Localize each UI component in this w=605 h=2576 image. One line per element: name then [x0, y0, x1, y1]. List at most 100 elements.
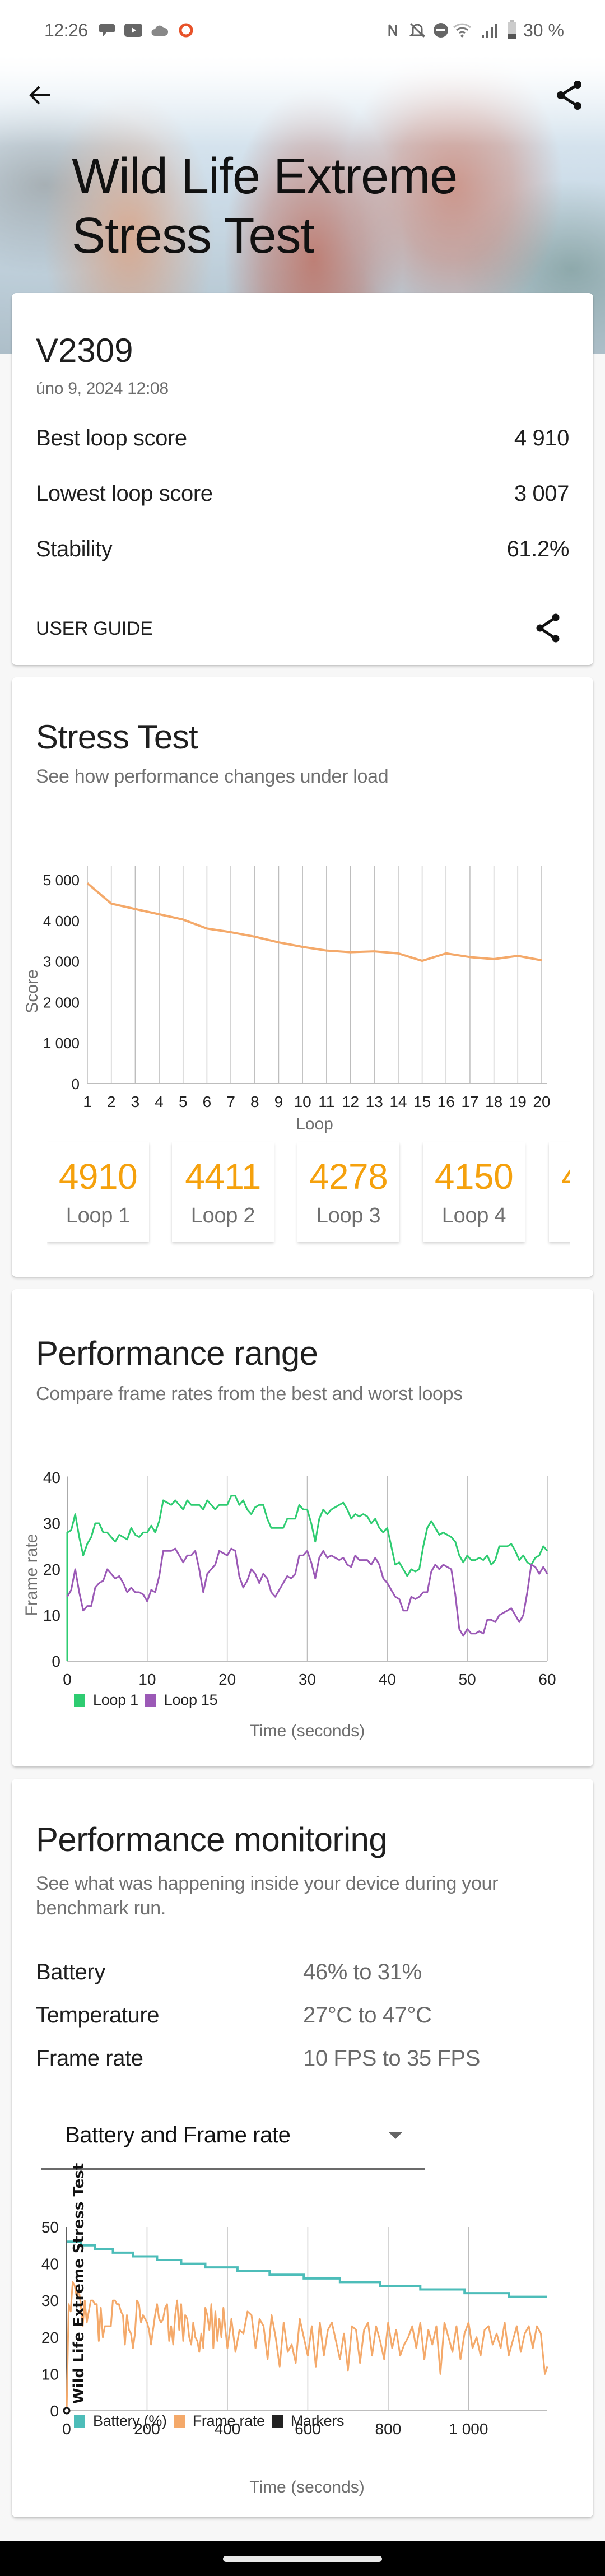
svg-text:6: 6 — [203, 1093, 212, 1110]
svg-text:Time (seconds): Time (seconds) — [250, 1722, 365, 1740]
youtube-icon — [124, 24, 142, 37]
temperature-value: 27°C to 47°C — [303, 2003, 432, 2028]
legend-loop15: Loop 15 — [145, 1691, 218, 1709]
svg-text:10: 10 — [43, 1607, 61, 1624]
home-gesture-handle[interactable] — [223, 2556, 382, 2562]
svg-text:10: 10 — [294, 1093, 311, 1110]
legend-swatch-teal — [74, 2414, 85, 2428]
loop-score: 4150 — [434, 1156, 514, 1197]
svg-text:18: 18 — [485, 1093, 502, 1110]
svg-text:0: 0 — [50, 2402, 59, 2420]
legend-label: Loop 15 — [164, 1691, 218, 1708]
svg-text:11: 11 — [318, 1093, 334, 1110]
svg-text:3 000: 3 000 — [43, 954, 80, 970]
svg-text:50: 50 — [459, 1671, 476, 1688]
back-button[interactable] — [22, 77, 58, 113]
svg-text:8: 8 — [250, 1093, 259, 1110]
svg-text:0: 0 — [72, 1076, 80, 1092]
loop-score: 4411 — [185, 1156, 261, 1197]
svg-text:0: 0 — [62, 2420, 71, 2438]
svg-text:16: 16 — [438, 1093, 455, 1110]
frame-rate-value: 10 FPS to 35 FPS — [303, 2046, 480, 2071]
temperature-label: Temperature — [36, 2003, 160, 2028]
loop-score: 4910 — [58, 1156, 138, 1197]
do-not-disturb-icon — [434, 23, 448, 38]
page-title: Wild Life Extreme Stress Test — [72, 148, 458, 264]
svg-text:2: 2 — [107, 1093, 116, 1110]
legend-loop1: Loop 1 — [74, 1691, 138, 1709]
lowest-loop-value: 3 007 — [514, 481, 570, 506]
svg-text:13: 13 — [366, 1093, 383, 1110]
battery-value: 46% to 31% — [303, 1960, 422, 1984]
summary-share-button[interactable] — [533, 611, 563, 645]
signal-icon — [482, 24, 497, 38]
test-date: úno 9, 2024 12:08 — [36, 379, 169, 398]
cloud-icon — [151, 25, 168, 36]
svg-text:1 000: 1 000 — [43, 1035, 80, 1052]
loop-label: Loop 2 — [190, 1204, 255, 1227]
svg-text:5 000: 5 000 — [43, 872, 80, 889]
device-name: V2309 — [36, 332, 133, 369]
loop-cards-scroller[interactable]: 4910 Loop 1 4411 Loop 2 4278 Loop 3 4150… — [47, 1136, 570, 1248]
loop-card[interactable]: 4 — [549, 1142, 570, 1242]
svg-text:Loop: Loop — [296, 1115, 333, 1133]
legend-swatch-orange — [173, 2414, 185, 2428]
performance-range-title: Performance range — [36, 1335, 318, 1372]
svg-text:40: 40 — [41, 2256, 59, 2273]
dropdown-arrow-icon — [388, 2132, 403, 2139]
chart-type-dropdown[interactable]: Battery and Frame rate — [41, 2104, 425, 2170]
svg-text:50: 50 — [41, 2219, 59, 2236]
svg-text:20: 20 — [533, 1093, 550, 1110]
legend-battery: Battery (%) — [74, 2412, 167, 2430]
header-share-button[interactable] — [551, 77, 587, 113]
loop-label: Loop 1 — [66, 1204, 131, 1227]
svg-text:400: 400 — [215, 2420, 241, 2438]
messages-icon — [99, 24, 115, 36]
legend-label: Markers — [290, 2412, 345, 2429]
share-icon — [536, 613, 560, 643]
status-time: 12:26 — [44, 20, 88, 40]
loop-card[interactable]: 4910 Loop 1 — [47, 1142, 149, 1242]
user-guide-link[interactable]: USER GUIDE — [36, 618, 153, 639]
loop-label: Loop 4 — [441, 1204, 506, 1227]
system-nav-bar — [0, 2541, 605, 2576]
svg-text:9: 9 — [274, 1093, 283, 1110]
monitor-legend: Battery (%) Frame rate Markers — [74, 2412, 351, 2430]
legend-swatch-black — [271, 2414, 283, 2428]
stress-test-card: Stress Test See how performance changes … — [12, 677, 593, 1277]
share-icon — [557, 81, 581, 110]
svg-text:0: 0 — [52, 1653, 61, 1670]
legend-label: Frame rate — [192, 2412, 265, 2429]
svg-text:15: 15 — [413, 1093, 431, 1110]
battery-frame-rate-chart: 0 10 20 30 40 50 0 200 400 600 800 1 000 Time (secon… — [41, 2163, 548, 2496]
svg-text:600: 600 — [295, 2420, 321, 2438]
svg-text:40: 40 — [379, 1671, 396, 1688]
performance-monitoring-subtitle: See what was happening inside your devic… — [36, 1873, 499, 1919]
svg-text:60: 60 — [538, 1671, 556, 1688]
svg-text:4 000: 4 000 — [43, 913, 80, 929]
dropdown-selected: Battery and Frame rate — [65, 2123, 291, 2147]
svg-text:0: 0 — [63, 1671, 72, 1688]
legend-label: Battery (%) — [93, 2412, 167, 2429]
svg-text:Time (seconds): Time (seconds) — [249, 2478, 365, 2496]
svg-text:40: 40 — [43, 1469, 61, 1486]
battery-percent: 30 % — [523, 20, 564, 40]
battery-icon — [508, 20, 516, 39]
legend-markers: Markers — [271, 2412, 345, 2430]
svg-text:Frame rate: Frame rate — [22, 1534, 41, 1616]
frame-rate-label: Frame rate — [36, 2046, 143, 2071]
loop-card[interactable]: 4150 Loop 4 — [423, 1142, 525, 1242]
legend-swatch-purple — [145, 1693, 156, 1707]
loop-card[interactable]: 4278 Loop 3 — [297, 1142, 399, 1242]
svg-text:Score: Score — [23, 969, 41, 1013]
svg-text:30: 30 — [43, 1515, 61, 1532]
stress-test-title: Stress Test — [36, 718, 198, 756]
loop-score: 4278 — [309, 1156, 388, 1197]
svg-text:1: 1 — [83, 1093, 92, 1110]
svg-text:200: 200 — [134, 2420, 160, 2438]
svg-text:1 000: 1 000 — [449, 2420, 488, 2438]
loop-card[interactable]: 4411 Loop 2 — [172, 1142, 274, 1242]
svg-text:14: 14 — [389, 1093, 407, 1110]
legend-frame-rate: Frame rate — [173, 2412, 265, 2430]
